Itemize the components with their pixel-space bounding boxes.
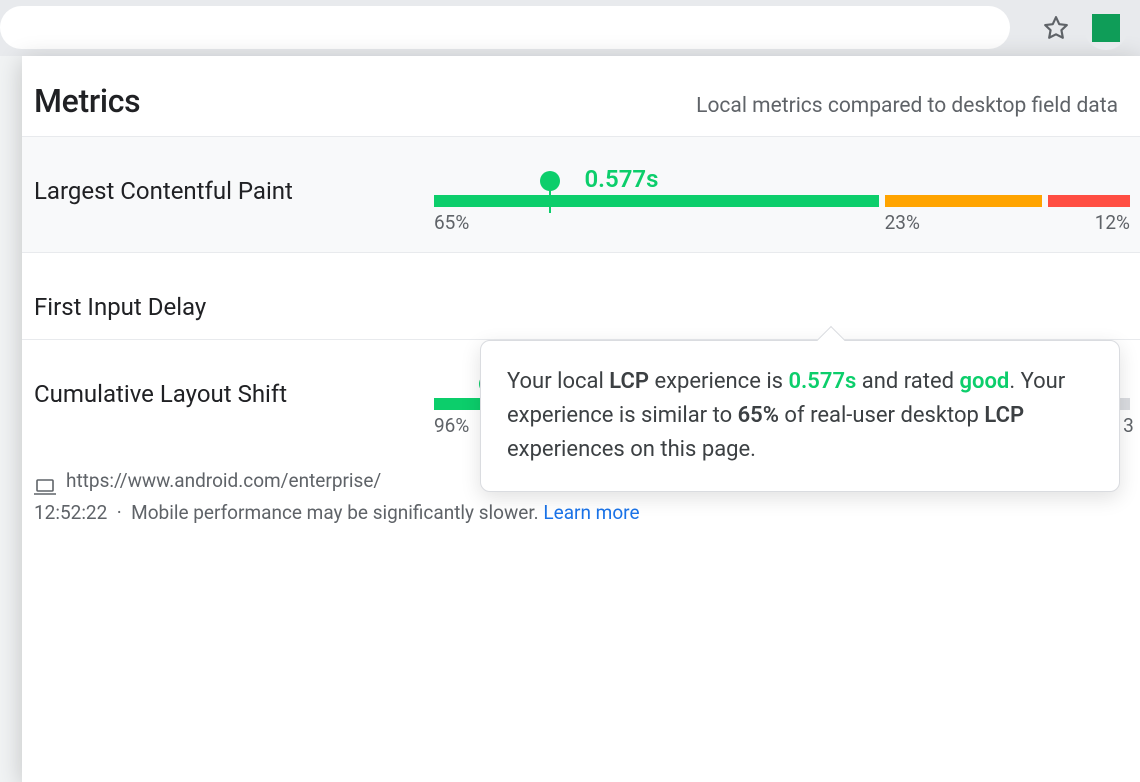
metric-label: First Input Delay [34,281,406,321]
page-url: https://www.android.com/enterprise/ [66,465,381,497]
segment-ni [885,195,1042,207]
metric-chart: 65%23%12%0.577s [434,165,1118,234]
distribution-labels: 65%23%12% [434,211,1118,234]
timestamp: 12:52:22 [34,501,107,524]
distribution-bar [434,195,1118,207]
metric-label: Cumulative Layout Shift [34,368,406,408]
profile-avatar[interactable] [1084,6,1128,50]
metric-label: Largest Contentful Paint [34,165,406,205]
lcp-tooltip: Your local LCP experience is 0.577s and … [480,340,1120,492]
learn-more-link[interactable]: Learn more [543,501,639,524]
metric-chart [434,281,1118,311]
avatar-icon [1092,14,1120,42]
value-marker [540,171,560,213]
tooltip-text: Your local LCP experience is 0.577s and … [507,369,1065,462]
laptop-icon [34,473,56,489]
bookmark-star-button[interactable] [1038,10,1074,46]
panel-subtitle: Local metrics compared to desktop field … [696,94,1118,118]
segment-label: 23% [885,211,1042,234]
segment-label: 12% [1048,211,1130,234]
metric-value: 0.577s [584,165,658,193]
metrics-panel: Metrics Local metrics compared to deskto… [22,56,1140,782]
metric-row[interactable]: First Input Delay [22,252,1140,339]
panel-header: Metrics Local metrics compared to deskto… [22,82,1140,136]
address-bar[interactable] [0,6,1010,49]
segment-label: 65% [434,211,879,234]
panel-title: Metrics [34,82,140,120]
segment-poor [1048,195,1130,207]
segment-good [434,195,879,207]
metric-row[interactable]: Largest Contentful Paint 65% 23% 12% 0.577s [22,136,1140,252]
star-icon [1043,15,1069,41]
footer-note: Mobile performance may be significantly … [131,501,539,524]
browser-toolbar [0,0,1140,56]
